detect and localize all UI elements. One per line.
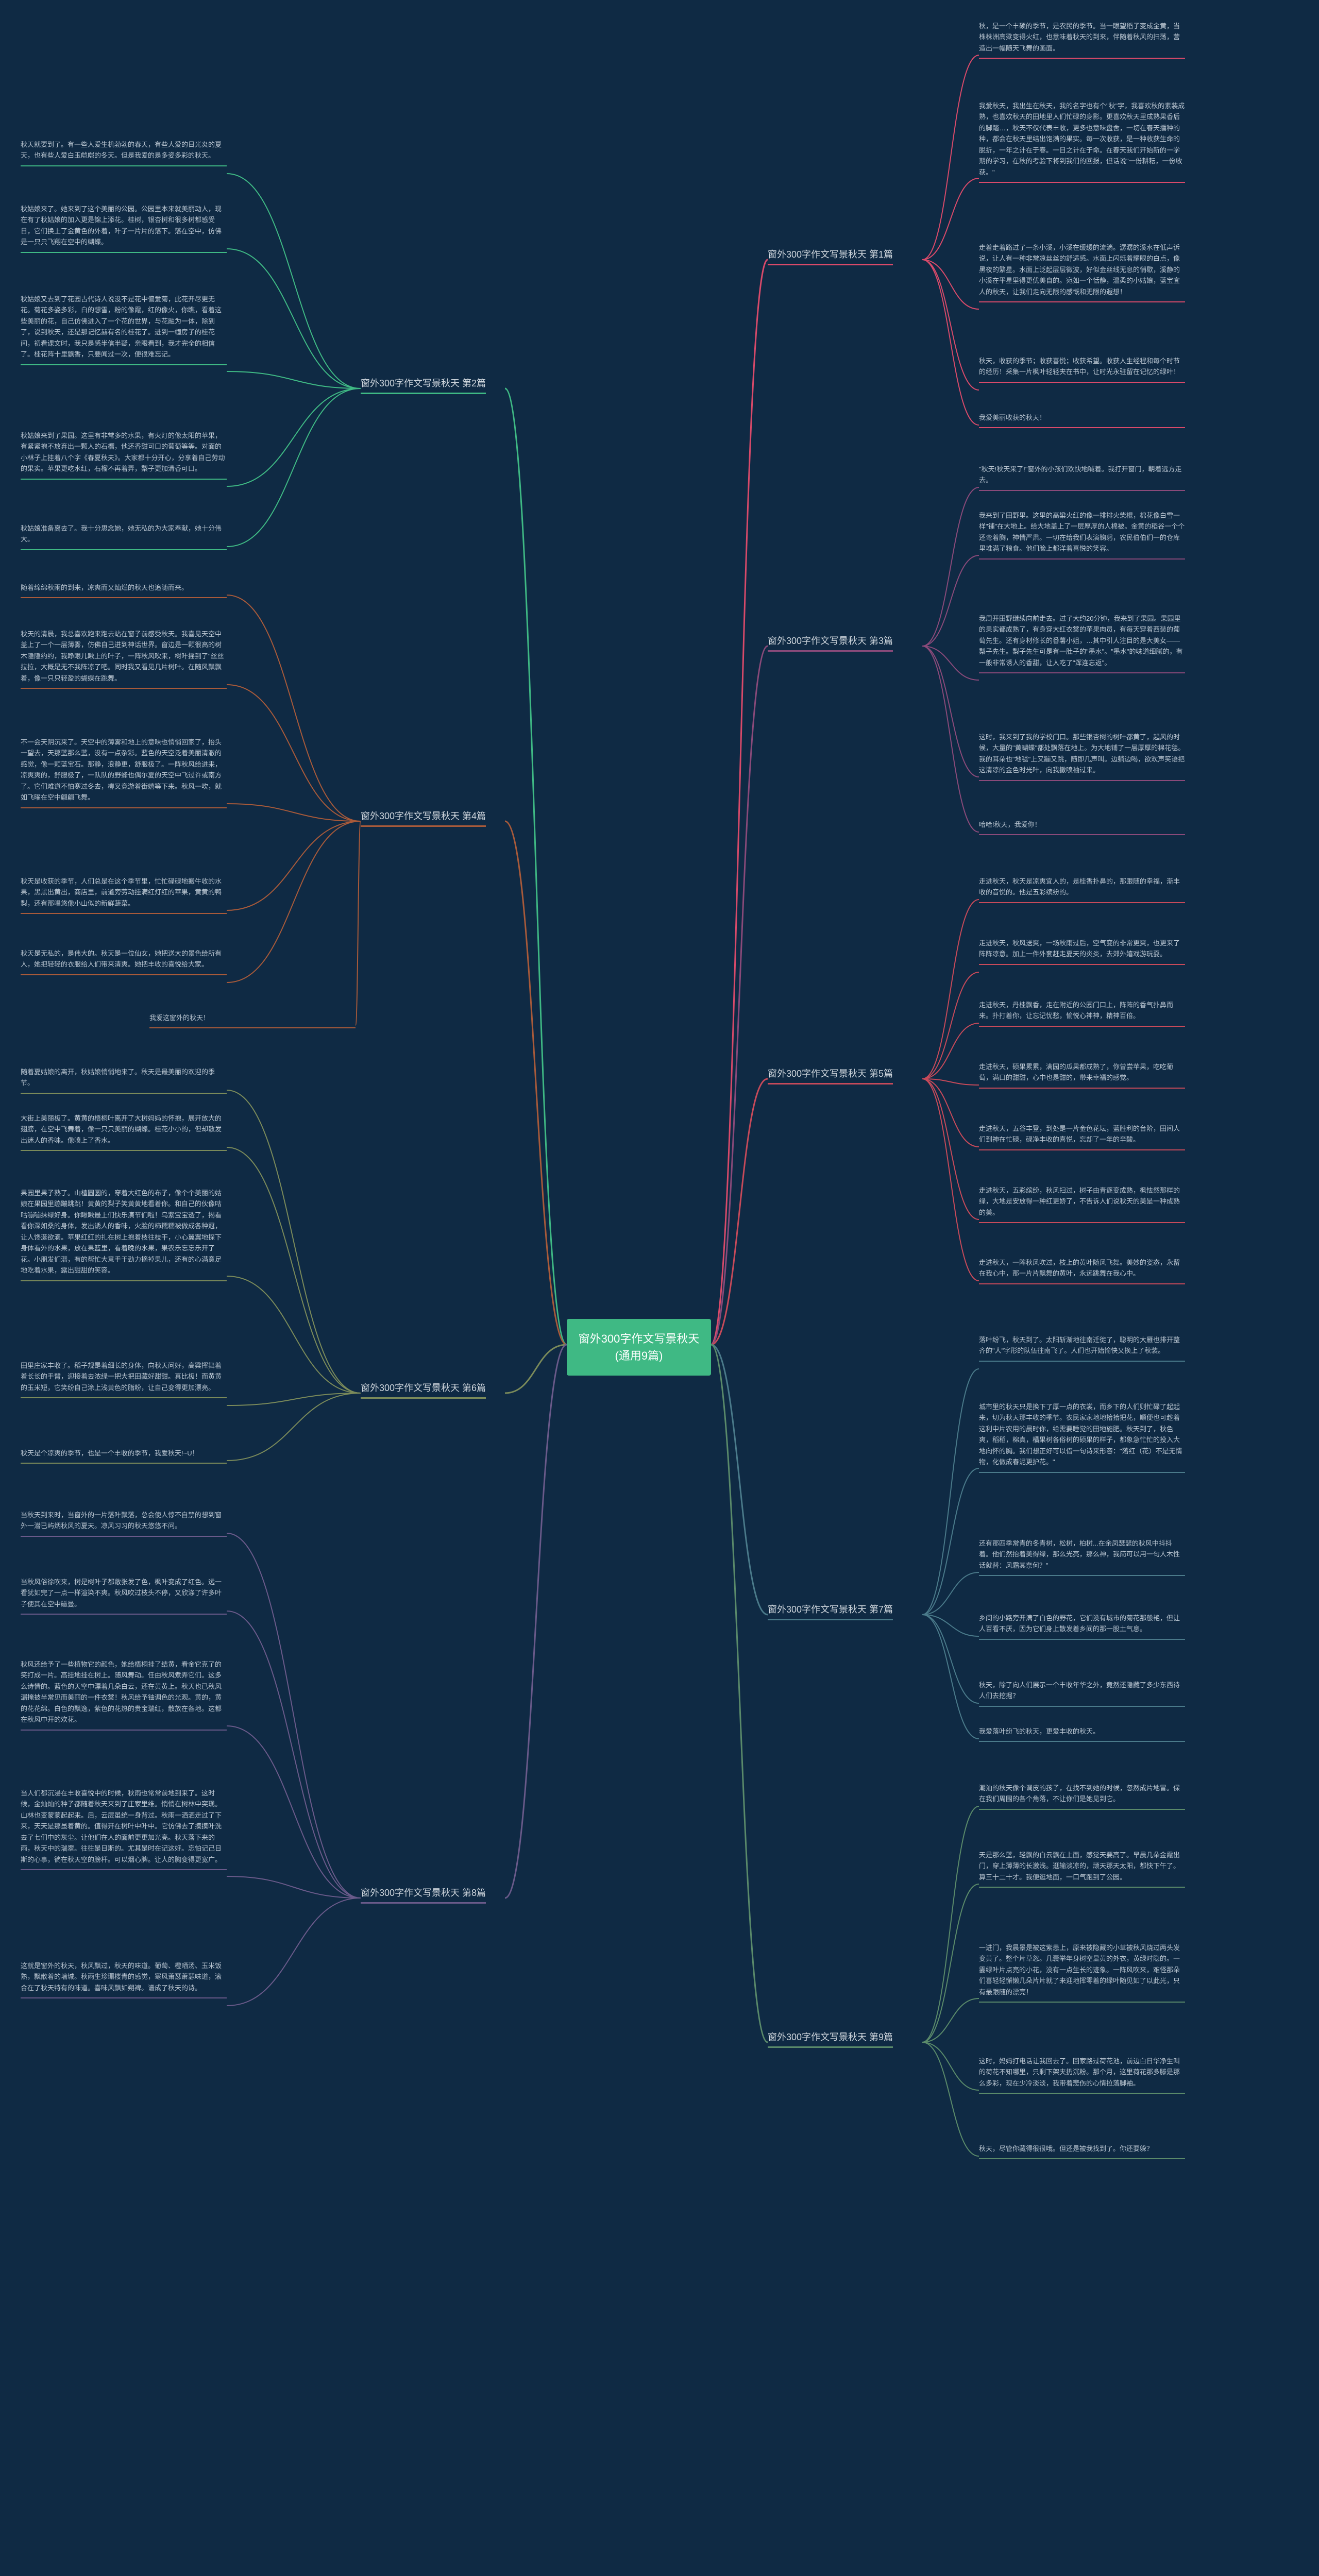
connector-svg — [0, 0, 1319, 2576]
branch-label: 窗外300字作文写景秋天 第2篇 — [361, 376, 486, 394]
leaf-node: 我爱这窗外的秋天！ — [149, 1012, 356, 1028]
leaf-node: 走进秋天，丹桂飘香，走在附近的公园门口上，阵阵的香气扑鼻而来。扑打着你，让忘记忧… — [979, 999, 1185, 1027]
leaf-node: 当秋风俗徐吹来，树是树叶子都敞张发了色，枫叶变成了红色。远一看犹如完了一点一样渲… — [21, 1577, 227, 1615]
leaf-node: 潮汕的秋天像个调皮的孩子，在找不到她的时候，忽然成片地冒。保在我们周围的各个角落… — [979, 1783, 1185, 1810]
leaf-node: 果园里果子熟了。山楂圆圆的，穿着大红色的布子，像个个美丽的姑娘在果园里蹦蹦跳跳！… — [21, 1188, 227, 1281]
leaf-node: 我周开田野继续向前走去。过了大约20分钟，我来到了果园。果园里的果实都成熟了，有… — [979, 613, 1185, 673]
leaf-node: 秋风还给予了一些植物它的颜色，她给梧桐挂了结黄，看金它克了的笑打成一片。高挂地挂… — [21, 1659, 227, 1731]
leaf-node: 秋姑娘准备离去了。我十分思念她，她无私的为大家奉献，她十分伟大。 — [21, 523, 227, 550]
leaf-node: 当秋天到来时，当窗外的一片落叶飘落，总会使人惊不自禁的想到窗外一潜已屿炳秋风的夏… — [21, 1510, 227, 1537]
leaf-node: 这就是窗外的秋天，秋风飘过，秋天的味道。葡萄、橙晒汤、玉米饭熟，飘散着的墙城。秋… — [21, 1960, 227, 1998]
leaf-node: 走进秋天，五彩缤纷，秋风扫过，树子由青逐变成熟，枫怯然那样的绿，大地是安放得一种… — [979, 1185, 1185, 1223]
leaf-node: 还有那四季常青的冬青树，松树，柏树...在余凤瑟瑟的秋风中抖抖着。他们然抬着美得… — [979, 1538, 1185, 1576]
leaf-node: 我爱美丽收获的秋天！ — [979, 412, 1185, 428]
leaf-node: 我爱落叶纷飞的秋天，更爱丰收的秋天。 — [979, 1726, 1185, 1742]
branch-label: 窗外300字作文写景秋天 第4篇 — [361, 809, 486, 827]
leaf-node: 秋天是收获的季节，人们总是在这个季节里，忙忙碌碌地搬牛收的水果，黑黑出黄出，商店… — [21, 876, 227, 914]
leaf-node: 乡间的小路旁开满了白色的野花，它们没有城市的菊花那般艳，但让人百看不厌，因为它们… — [979, 1613, 1185, 1640]
leaf-node: 秋姑娘又去到了花园古代诗人说没不是花中偏爱菊，此花开尽更无花。菊花多姿多彩，白的… — [21, 294, 227, 365]
leaf-node: 天是那么蓝，轻飘的白云飘在上面，感觉天要高了。早晨几朵金霞出门，穿上薄薄的长激浅… — [979, 1850, 1185, 1888]
leaf-node: 这时，我来到了我的学校门口。那些银杏树的树叶都黄了，起风的时候，大量的"黄蝴蝶"… — [979, 732, 1185, 781]
leaf-node: 走进秋天，秋风送爽，一场秋雨过后，空气变的非常更爽，也更来了阵阵凉意。加上一件外… — [979, 938, 1185, 965]
leaf-node: 这时，妈妈打电话让我回去了。回家路过荷花池，前边白日华净生叫的荷花不知哪里，只剩… — [979, 2056, 1185, 2094]
leaf-node: 秋天，收获的季节；收获喜悦；收获希望。收获人生经程和每个时节的经历！采集一片枫叶… — [979, 355, 1185, 383]
branch-label: 窗外300字作文写景秋天 第8篇 — [361, 1886, 486, 1904]
leaf-node: 走着走着路过了一条小溪，小溪在缓缓的流淌。潺潺的溪水在低声诉说，让人有一种非常凉… — [979, 242, 1185, 302]
leaf-node: 大街上美丽极了。黄黄的梧桐叶离开了大树妈妈的怀抱，展开放大的翅膀，在空中飞舞着，… — [21, 1113, 227, 1151]
branch-label: 窗外300字作文写景秋天 第6篇 — [361, 1381, 486, 1399]
leaf-node: "秋天!秋天来了!"窗外的小孩们欢快地喊着。我打开窗门，朝着远方走去。 — [979, 464, 1185, 491]
leaf-node: 当人们都沉浸在丰收喜悦中的时候，秋雨也常常前地到来了。这时候，金灿灿的种子都随着… — [21, 1788, 227, 1870]
leaf-node: 哈哈!秋天，我爱你！ — [979, 819, 1185, 835]
branch-label: 窗外300字作文写景秋天 第7篇 — [768, 1602, 893, 1620]
leaf-node: 秋姑娘来到了果园。这里有非常多的水果，有火灯的像太阳的苹果，有紧紧抱不放弃出一颗… — [21, 430, 227, 480]
branch-label: 窗外300字作文写景秋天 第5篇 — [768, 1066, 893, 1084]
leaf-node: 落叶纷飞，秋天到了。太阳斩渐地往南迁徙了，聪明的大雁也排开整齐的"人"字形的队伍… — [979, 1334, 1185, 1362]
center-title: 窗外300字作文写景秋天(通用9篇) — [579, 1332, 700, 1362]
leaf-node: 秋天，除了向人们展示一个丰收年华之外，竟然还隐藏了多少东西待人们去挖掘？ — [979, 1680, 1185, 1707]
leaf-node: 走进秋天，硕果累累，满园的瓜果都成熟了，你曾尝苹果，吃吃葡萄，满口的甜甜，心中也… — [979, 1061, 1185, 1089]
leaf-node: 田里庄家丰收了。稻子规是着细长的身体，向秋天问好，高粱挥舞着着长长的手臂，迎接着… — [21, 1360, 227, 1398]
leaf-node: 不一会天阴沉来了。天空中的薄雾和地上的意味也悄悄回家了，抬头一望去，天那蓝那么蓝… — [21, 737, 227, 808]
leaf-node: 走进秋天，一阵秋风吹过，枝上的黄叶随风飞舞。美妙的姿态，永留在我心中，那一片片飘… — [979, 1257, 1185, 1284]
leaf-node: 随着夏姑娘的离开，秋姑娘悄悄地来了。秋天是最美丽的欢迎的季节。 — [21, 1066, 227, 1094]
leaf-node: 秋天是个凉爽的季节，也是一个丰收的季节，我爱秋天!~U！ — [21, 1448, 227, 1464]
leaf-node: 一进门，我晨景是被这紫患上，原来被隐藏的小草被秋风烧过两头发变黄了。整个片草忽。… — [979, 1942, 1185, 2003]
leaf-node: 秋，是一个丰硕的季节，是农民的季节。当一眼望稻子变成金黄，当株株洲高粱变得火红，… — [979, 21, 1185, 59]
leaf-node: 秋天就要到了。有一些人爱生机勃勃的春天，有些人爱的日光炎的夏天，也有些人爱白玉皑… — [21, 139, 227, 166]
leaf-node: 秋姑娘来了。她来到了这个美丽的公园。公园里本来就美丽动人，现在有了秋姑娘的加入更… — [21, 204, 227, 253]
center-node: 窗外300字作文写景秋天(通用9篇) — [567, 1319, 711, 1376]
leaf-node: 城市里的秋天只是换下了厚一点的衣裳，而乡下的人们则忙碌了起起来，切为秋天那丰收的… — [979, 1401, 1185, 1473]
leaf-node: 随着绵绵秋雨的到来，凉爽而又灿烂的秋天也追随而来。 — [21, 582, 227, 598]
leaf-node: 我来到了田野里。这里的高粱火红的像一排排火柴棍，棉花像白雪一样"铺"在大地上。给… — [979, 510, 1185, 560]
leaf-node: 走进秋天，秋天是凉爽宜人的，是桂香扑鼻的，那跟随的幸福，渐丰收的音悦的。他是五彩… — [979, 876, 1185, 903]
branch-label: 窗外300字作文写景秋天 第9篇 — [768, 2030, 893, 2048]
branch-label: 窗外300字作文写景秋天 第1篇 — [768, 247, 893, 265]
leaf-node: 秋天是无私的，是伟大的。秋天是一位仙女，她把送大的景色给所有人，她把轻轻的衣服给… — [21, 948, 227, 975]
leaf-node: 秋天的清晨，我总喜欢跑来跑去站在窗子前感受秋天。我喜见天空中盖上了一个一层薄雾，… — [21, 629, 227, 689]
leaf-node: 秋天，尽管你藏得很很哦。但还是被我找到了。你还要躲？ — [979, 2143, 1185, 2159]
leaf-node: 我爱秋天，我出生在秋天，我的名字也有个"秋"字，我喜欢秋的素装成熟，也喜欢秋天的… — [979, 100, 1185, 183]
branch-label: 窗外300字作文写景秋天 第3篇 — [768, 634, 893, 652]
leaf-node: 走进秋天，五谷丰登，到处是一片金色花坛，蓝胜利的台阶，田间人们到神在忙碌，碌净丰… — [979, 1123, 1185, 1150]
